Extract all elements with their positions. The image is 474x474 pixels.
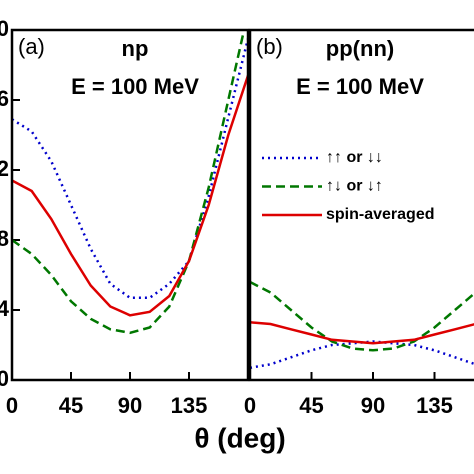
series-line xyxy=(12,30,246,335)
x-tick-label: 45 xyxy=(299,393,323,418)
y-tick-label: 2 xyxy=(0,156,9,181)
x-tick-label: 45 xyxy=(59,393,83,418)
y-tick-label: 0 xyxy=(0,16,9,41)
series-line xyxy=(250,321,474,345)
panel-title: pp(nn) xyxy=(326,36,394,61)
panel-subtitle: E = 100 MeV xyxy=(71,74,199,99)
y-tick-label: 8 xyxy=(0,226,9,251)
panel-frame xyxy=(248,28,474,382)
legend-label: ↑↑ or ↓↓ xyxy=(326,149,383,166)
series-line xyxy=(12,75,248,317)
panel-label: (b) xyxy=(256,34,283,59)
x-tick-label: 0 xyxy=(6,393,18,418)
series-line xyxy=(250,340,474,370)
x-tick-label: 0 xyxy=(244,393,256,418)
panel-title: np xyxy=(122,36,149,61)
x-tick-label: 90 xyxy=(118,393,142,418)
x-tick-label: 90 xyxy=(361,393,385,418)
panel-subtitle: E = 100 MeV xyxy=(296,74,424,99)
legend-label: spin-averaged xyxy=(326,206,434,223)
panel-frame xyxy=(10,28,250,382)
series-line xyxy=(250,280,474,352)
legend-label: ↑↓ or ↓↑ xyxy=(326,178,383,195)
x-tick-label: 135 xyxy=(416,393,453,418)
x-tick-label: 135 xyxy=(171,393,208,418)
y-tick-label: 0 xyxy=(0,366,9,391)
plot-area xyxy=(12,30,248,335)
panel-label: (a) xyxy=(18,34,45,59)
plot-area xyxy=(250,280,474,370)
y-tick-label: 4 xyxy=(0,296,10,321)
series-line xyxy=(12,38,248,300)
y-tick-label: 6 xyxy=(0,86,9,111)
x-axis-label: θ (deg) xyxy=(194,422,285,453)
